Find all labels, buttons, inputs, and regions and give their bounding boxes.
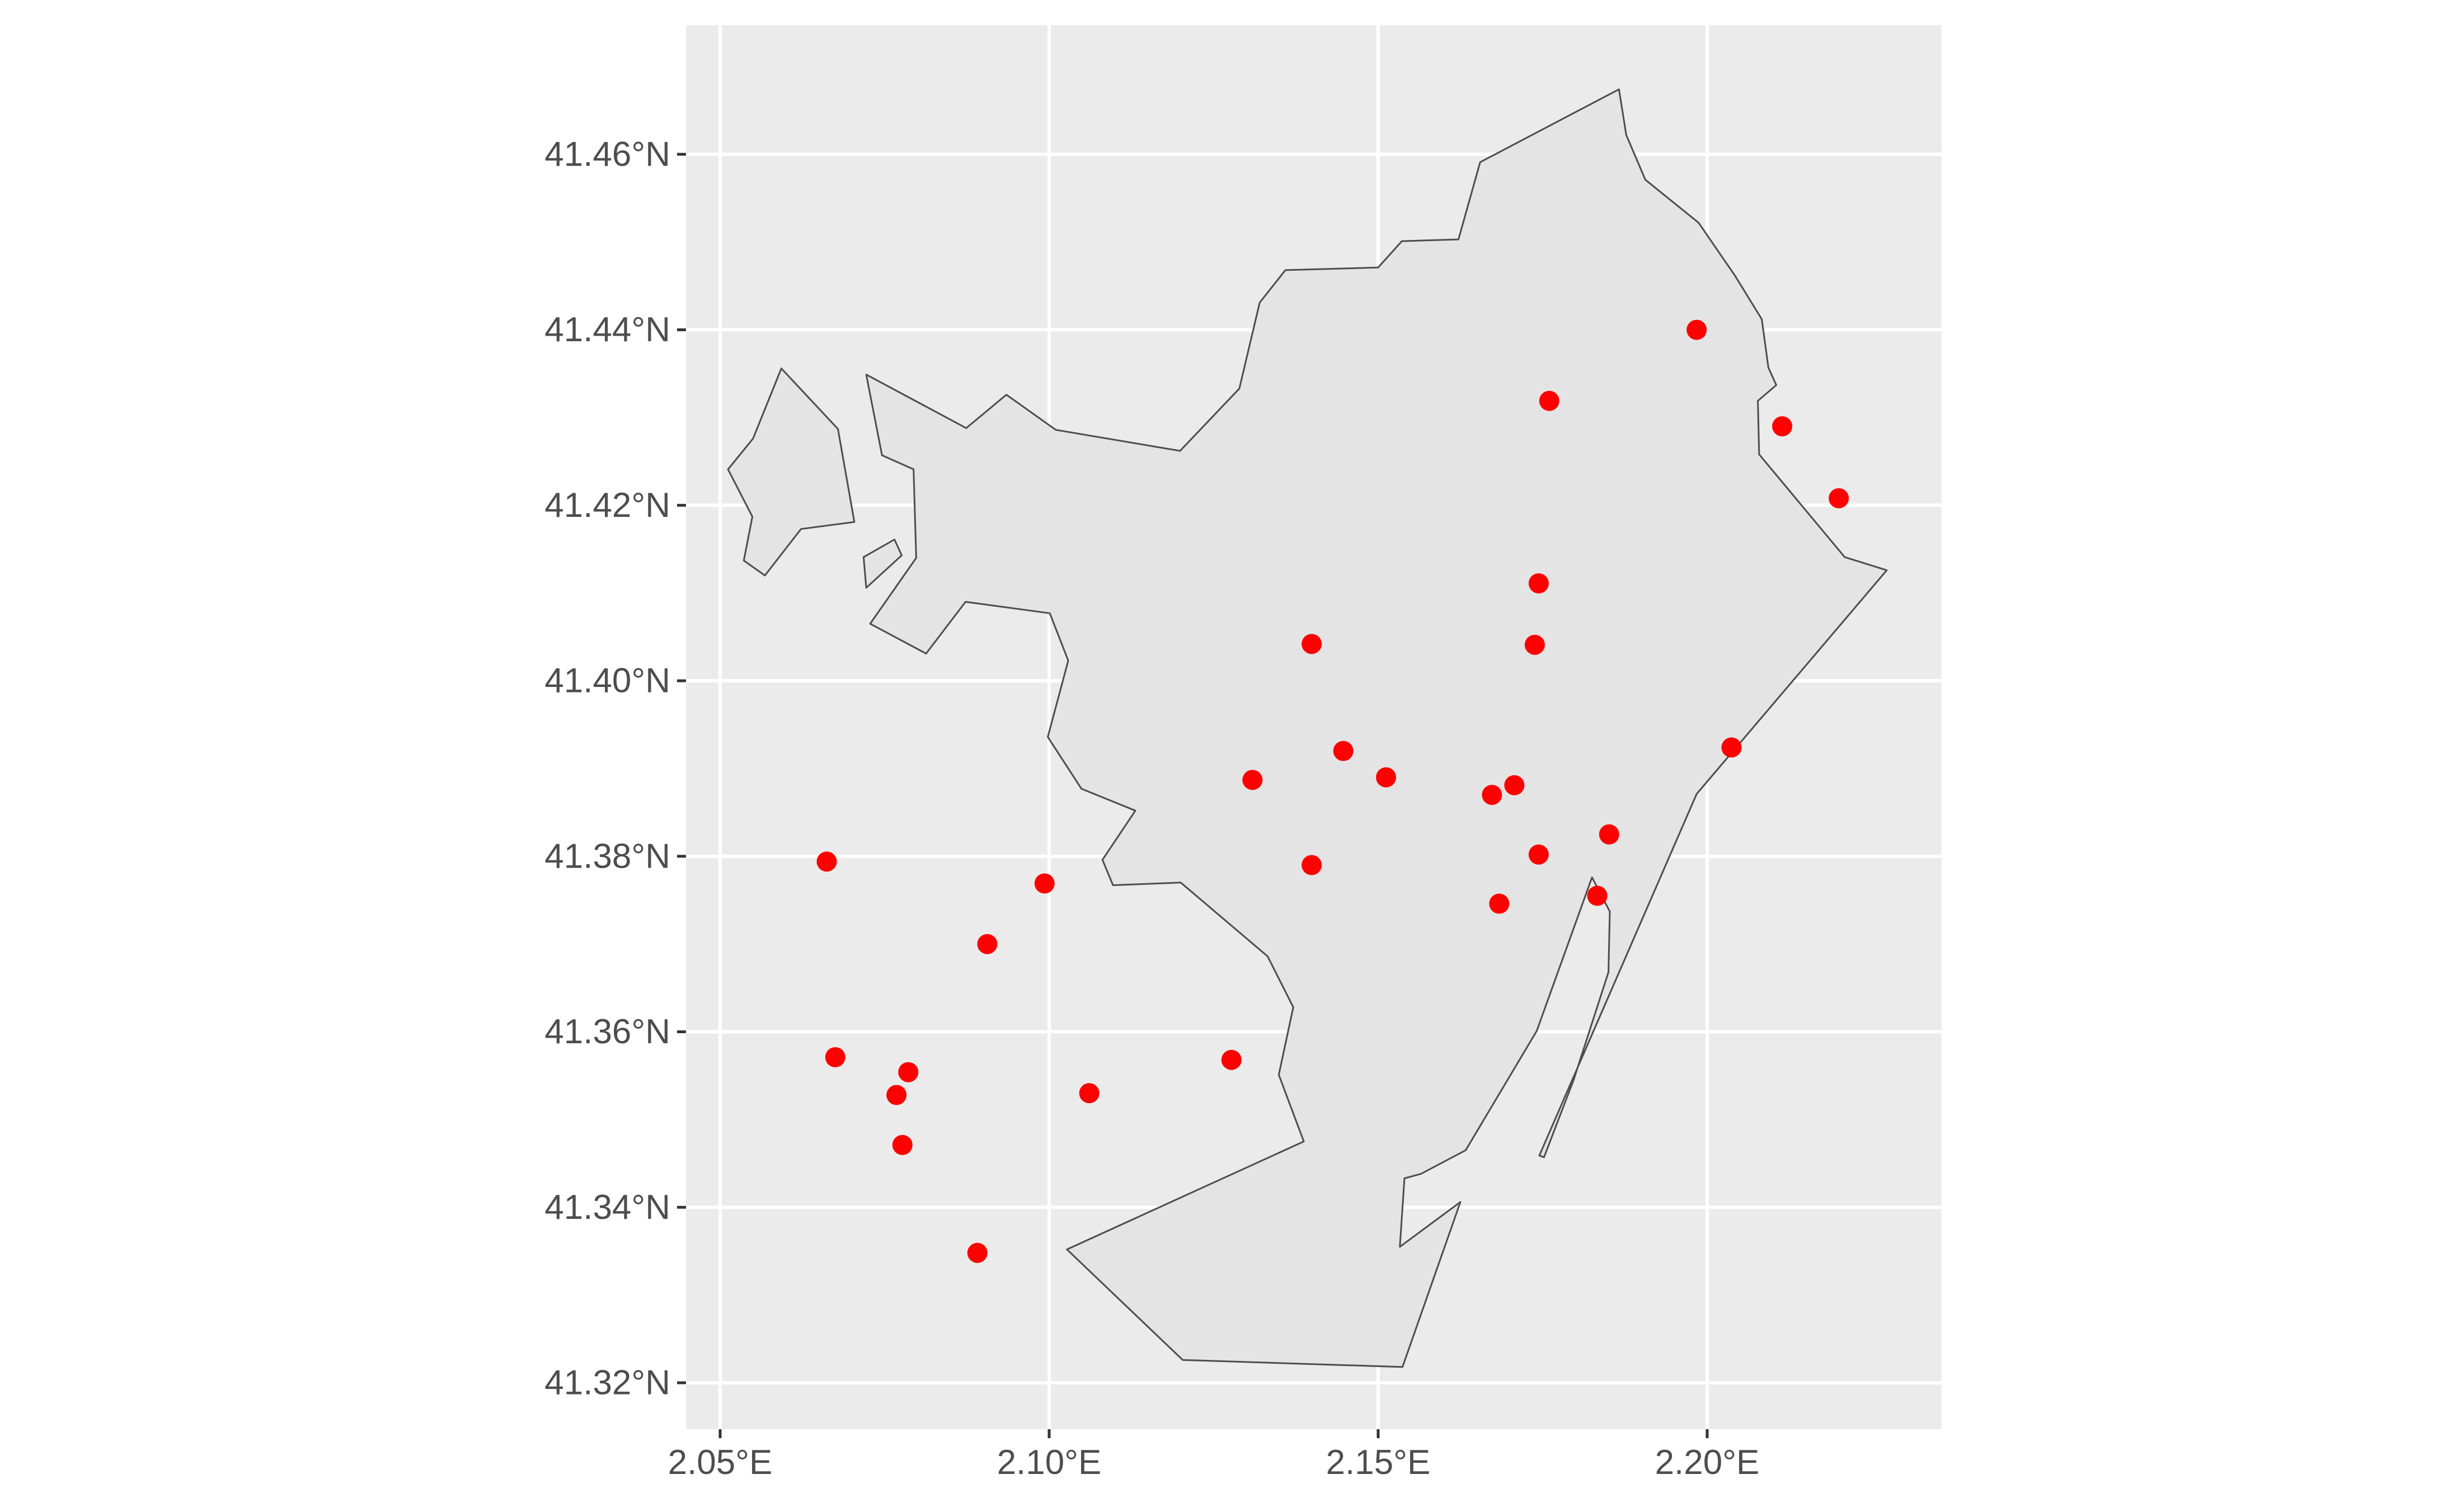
x-axis-tick-label: 2.05°E [668, 1443, 773, 1482]
axes: 41.32°N 41.34°N 41.36°N 41.38°N 41.40°N 41.42… [544, 135, 1759, 1482]
data-point [1829, 488, 1849, 508]
data-point [898, 1062, 919, 1082]
data-point [1539, 390, 1559, 411]
data-point [1504, 775, 1525, 795]
boundary-polygon-small-enclave [862, 539, 903, 589]
data-point [1079, 1083, 1100, 1104]
data-point [1528, 573, 1549, 594]
y-axis-tick-label: 41.32°N [544, 1364, 670, 1402]
y-axis-tick-label: 41.36°N [544, 1012, 670, 1051]
y-axis-tick-label: 41.38°N [544, 837, 670, 875]
data-point [977, 934, 998, 954]
data-point [825, 1047, 845, 1067]
x-axis-tick-label: 2.15°E [1326, 1443, 1431, 1482]
data-point [967, 1242, 988, 1263]
data-point [1599, 824, 1619, 845]
data-point [1301, 855, 1322, 875]
y-axis-tick-label: 41.42°N [544, 486, 670, 525]
y-axis-tick-label: 41.34°N [544, 1188, 670, 1227]
data-point [1376, 767, 1397, 788]
data-point [1587, 885, 1608, 906]
data-point [1242, 770, 1263, 790]
boundary-polygon-main [865, 88, 1888, 1368]
data-point [816, 851, 837, 872]
data-point [1482, 785, 1502, 805]
x-axis-tick-label: 2.10°E [997, 1443, 1102, 1482]
boundary-polygons [727, 88, 1888, 1368]
data-point [1772, 416, 1793, 437]
data-point [1489, 893, 1510, 914]
data-point [892, 1134, 913, 1155]
y-axis-tick-label: 41.40°N [544, 662, 670, 700]
boundary-polygon-west-fragment [727, 368, 856, 577]
data-points [816, 319, 1849, 1263]
data-point [886, 1085, 907, 1105]
data-point [1686, 319, 1707, 340]
data-point [1221, 1049, 1242, 1070]
data-point [1524, 634, 1545, 655]
data-point [1034, 873, 1055, 894]
y-axis-tick-label: 41.46°N [544, 135, 670, 173]
data-point [1721, 737, 1742, 758]
x-axis-tick-label: 2.20°E [1655, 1443, 1760, 1482]
data-point [1528, 844, 1549, 865]
y-axis-tick-label: 41.44°N [544, 310, 670, 349]
data-point [1333, 741, 1354, 761]
data-point [1301, 634, 1322, 654]
